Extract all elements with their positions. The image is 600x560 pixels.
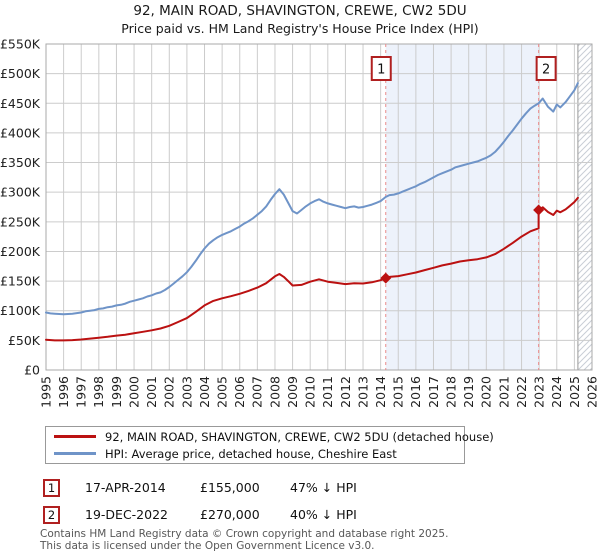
- y-tick-label: £450K: [0, 96, 41, 111]
- x-tick-label: 2007: [250, 376, 265, 408]
- x-tick-label: 2009: [285, 376, 300, 408]
- x-tick-label: 2006: [232, 376, 247, 408]
- x-tick-label: 2014: [373, 376, 388, 408]
- legend-item-hpi: HPI: Average price, detached house, Ches…: [46, 447, 464, 461]
- x-tick-label: 1998: [91, 376, 106, 408]
- sale-1-label: 1: [377, 63, 385, 78]
- sale-2-date: 19-DEC-2022: [85, 507, 168, 522]
- x-tick-label: 1996: [56, 376, 71, 408]
- y-tick-label: £500K: [0, 66, 41, 81]
- x-tick-label: 2015: [391, 376, 406, 408]
- price-history-chart: 1 2 £0 £50K £100K £150K £200K £250K £300K £350K £4…: [0, 37, 599, 408]
- hpi-line: [45, 82, 579, 316]
- x-tick-label: 2013: [355, 376, 370, 408]
- plot-border: [45, 43, 593, 371]
- hpi-line-swatch: [54, 452, 96, 455]
- page-title: 92, MAIN ROAD, SHAVINGTON, CREWE, CW2 5D…: [133, 3, 467, 19]
- x-tick-label: 2023: [532, 376, 547, 408]
- x-tick-label: 1995: [38, 376, 53, 408]
- y-tick-label: £0: [24, 363, 40, 378]
- x-tick-label: 2000: [126, 376, 141, 408]
- sale-2-price: £270,000: [200, 507, 260, 522]
- between-sales-band: [385, 44, 539, 370]
- sale-2-label-box: [535, 56, 557, 81]
- sale-1-date: 17-APR-2014: [85, 480, 166, 495]
- y-tick-label: £400K: [0, 125, 41, 140]
- sale-1-number-badge: 1: [43, 479, 60, 497]
- sale-2-hpi-delta: 40% ↓ HPI: [290, 507, 357, 522]
- page-subtitle: Price paid vs. HM Land Registry's House …: [121, 21, 479, 36]
- x-tick-label: 2020: [479, 376, 494, 408]
- x-tick-label: 1999: [109, 376, 124, 408]
- y-tick-label: £200K: [0, 244, 41, 259]
- x-tick-label: 2005: [215, 376, 230, 408]
- copyright-line-1: Contains HM Land Registry data © Crown c…: [40, 528, 449, 540]
- x-tick-label: 2018: [443, 376, 458, 408]
- sale-2-label: 2: [542, 63, 550, 78]
- sale-2-number-badge: 2: [43, 506, 60, 524]
- x-tick-label: 2012: [338, 376, 353, 408]
- x-tick-label: 1997: [74, 376, 89, 408]
- x-tick-label: 2008: [267, 376, 282, 408]
- copyright-line-2: This data is licensed under the Open Gov…: [40, 539, 375, 552]
- x-tick-label: 2026: [584, 376, 599, 408]
- x-tick-label: 2025: [567, 376, 582, 408]
- y-tick-label: £100K: [0, 303, 41, 318]
- x-tick-label: 2004: [197, 376, 212, 408]
- y-tick-label: £300K: [0, 185, 41, 200]
- y-tick-label: £50K: [8, 333, 41, 348]
- copyright-footer: Contains HM Land Registry data © Crown c…: [40, 528, 449, 552]
- sale-2-marker: [533, 204, 545, 216]
- sale-1-hpi-delta: 47% ↓ HPI: [290, 480, 357, 495]
- sale-1-label-box: [370, 56, 392, 81]
- sale-1-price: £155,000: [200, 480, 260, 495]
- x-tick-label: 2001: [144, 376, 159, 408]
- legend-item-label: HPI: Average price, detached house, Ches…: [105, 446, 397, 461]
- y-tick-label: £250K: [0, 214, 41, 229]
- y-tick-label: £150K: [0, 274, 41, 289]
- x-tick-label: 2019: [461, 376, 476, 408]
- property-line-swatch: [54, 435, 96, 438]
- property-price-line: [45, 196, 579, 342]
- x-tick-label: 2022: [514, 376, 529, 408]
- x-tick-label: 2003: [179, 376, 194, 408]
- future-hatch-region: [577, 44, 592, 370]
- x-tick-label: 2002: [162, 376, 177, 408]
- y-tick-label: £550K: [0, 37, 41, 52]
- sale-1-marker: [380, 272, 392, 284]
- y-tick-label: £350K: [0, 155, 41, 170]
- sale-annotation-row-2: 2 19-DEC-2022 £270,000 40% ↓ HPI: [0, 506, 600, 524]
- legend-item-label: 92, MAIN ROAD, SHAVINGTON, CREWE, CW2 5D…: [105, 429, 494, 444]
- chart-legend: 92, MAIN ROAD, SHAVINGTON, CREWE, CW2 5D…: [45, 426, 494, 464]
- x-tick-label: 2021: [496, 376, 511, 408]
- x-tick-label: 2011: [320, 376, 335, 408]
- x-tick-label: 2010: [303, 376, 318, 408]
- x-tick-label: 2024: [549, 376, 564, 408]
- sale-annotation-row-1: 1 17-APR-2014 £155,000 47% ↓ HPI: [0, 479, 600, 497]
- legend-item-property: 92, MAIN ROAD, SHAVINGTON, CREWE, CW2 5D…: [46, 430, 494, 444]
- x-tick-label: 2016: [408, 376, 423, 408]
- x-tick-label: 2017: [426, 376, 441, 408]
